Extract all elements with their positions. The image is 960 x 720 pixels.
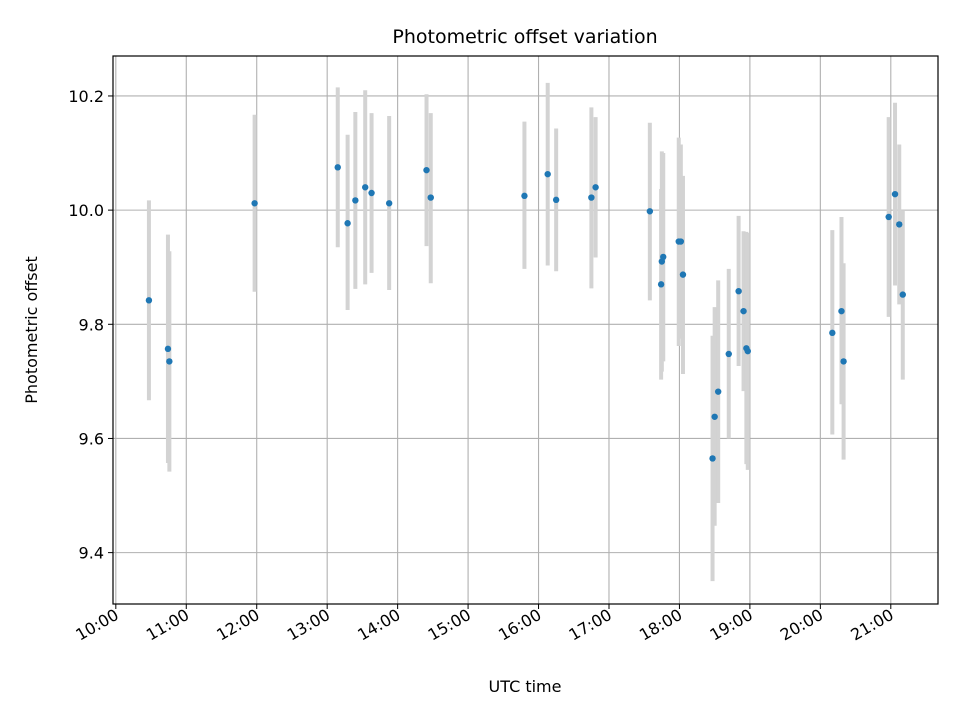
data-point — [544, 170, 551, 178]
data-point — [735, 287, 742, 295]
data-point — [145, 297, 153, 304]
data-point — [344, 220, 351, 227]
data-point — [166, 358, 173, 365]
data-point — [891, 190, 899, 198]
data-point — [251, 200, 258, 207]
data-point — [677, 238, 685, 245]
data-point — [368, 189, 375, 197]
data-point — [592, 184, 599, 191]
y-tick-label: 9.6 — [79, 429, 104, 448]
data-point — [646, 208, 654, 215]
y-tick-label: 9.4 — [79, 544, 104, 563]
data-point — [899, 291, 906, 298]
data-point — [385, 200, 393, 207]
data-point — [840, 358, 847, 365]
data-point — [714, 388, 722, 395]
data-point — [740, 307, 747, 315]
data-point — [423, 166, 430, 174]
data-point — [427, 194, 434, 201]
data-point — [679, 271, 687, 278]
data-point — [552, 196, 560, 204]
data-points — [145, 164, 906, 462]
data-point — [334, 164, 341, 171]
x-axis-label: UTC time — [489, 677, 562, 696]
y-tick-label: 9.8 — [79, 315, 104, 334]
data-point — [896, 221, 903, 228]
data-point — [709, 455, 716, 462]
data-point — [588, 194, 595, 201]
data-point — [711, 413, 718, 420]
y-tick-label: 10.2 — [68, 87, 104, 106]
data-point — [660, 253, 667, 261]
data-point — [164, 345, 172, 353]
data-point — [829, 329, 836, 337]
data-point — [744, 347, 751, 355]
data-point — [885, 213, 892, 221]
data-point — [521, 192, 528, 200]
chart-title: Photometric offset variation — [392, 26, 657, 48]
y-tick-label: 10.0 — [68, 201, 104, 220]
data-point — [725, 350, 732, 358]
data-point — [838, 307, 845, 315]
data-point — [657, 281, 665, 288]
data-point — [362, 184, 369, 191]
plot-frame — [112, 55, 939, 605]
y-axis-label: Photometric offset — [22, 256, 41, 404]
data-point — [352, 197, 359, 204]
y-axis: 9.4 9.6 9.8 10.0 10.2 — [68, 87, 113, 563]
